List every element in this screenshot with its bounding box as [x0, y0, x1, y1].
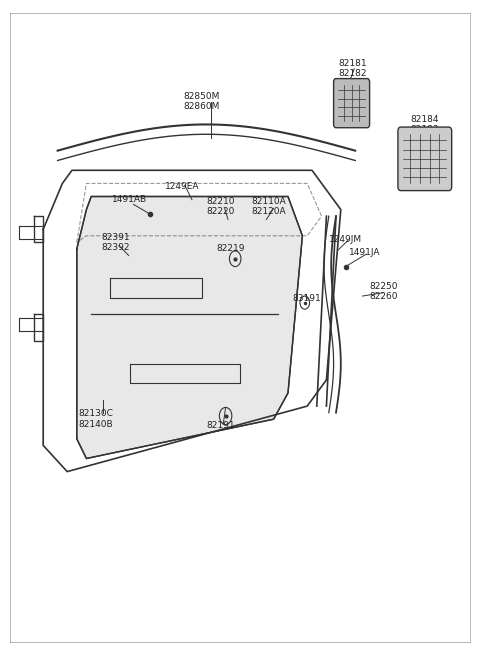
Text: 1249JM: 1249JM: [329, 234, 362, 244]
FancyBboxPatch shape: [334, 79, 370, 128]
Text: 82250
82260: 82250 82260: [370, 282, 398, 301]
Text: 82110A
82120A: 82110A 82120A: [252, 196, 286, 216]
Text: 82850M
82860M: 82850M 82860M: [183, 92, 220, 111]
Text: 82191: 82191: [206, 421, 235, 430]
Text: 82184
82183: 82184 82183: [410, 115, 439, 134]
Text: 1491JA: 1491JA: [349, 248, 381, 257]
FancyBboxPatch shape: [398, 127, 452, 191]
Text: 82210
82220: 82210 82220: [206, 196, 235, 216]
Polygon shape: [77, 196, 302, 458]
Text: 1491AB: 1491AB: [112, 195, 147, 204]
Text: 82219: 82219: [216, 244, 245, 253]
Text: 1249EA: 1249EA: [165, 182, 200, 191]
Text: 83191: 83191: [293, 293, 322, 303]
Text: 82181
82182: 82181 82182: [338, 59, 367, 79]
Text: 82391
82392: 82391 82392: [101, 233, 130, 252]
Text: 82130C
82140B: 82130C 82140B: [79, 409, 113, 429]
